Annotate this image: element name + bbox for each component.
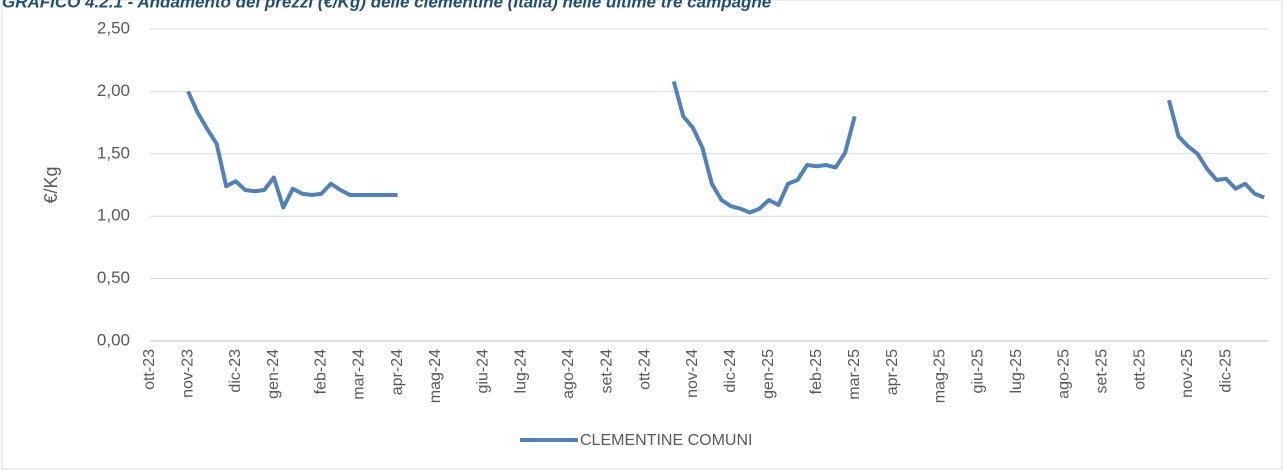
x-tick-label: lug-24 — [513, 349, 530, 394]
chart-title: GRAFICO 4.2.1 - Andamento dei prezzi (€/… — [2, 0, 771, 11]
x-tick-label: ott-25 — [1132, 349, 1149, 390]
x-tick-label: mag-25 — [932, 349, 949, 403]
x-tick-label: dic-25 — [1217, 349, 1234, 393]
y-tick-label: 1,50 — [97, 143, 130, 162]
y-axis-label: €/Kg — [41, 166, 61, 203]
line-series — [1167, 99, 1265, 200]
x-tick-label: ago-25 — [1055, 349, 1072, 399]
x-tick-label: feb-24 — [313, 349, 330, 394]
x-tick-label: dic-24 — [722, 349, 739, 393]
x-tick-label: mar-24 — [351, 349, 368, 400]
x-tick-label: feb-25 — [808, 349, 825, 394]
x-tick-label: set-24 — [598, 349, 615, 394]
x-tick-label: giu-24 — [475, 349, 492, 394]
x-tick-label: ott-24 — [636, 349, 653, 390]
x-tick-label: apr-25 — [884, 349, 901, 395]
line-series — [186, 90, 398, 210]
x-tick-label: nov-23 — [179, 349, 196, 398]
x-tick-label: dic-23 — [227, 349, 244, 393]
x-tick-label: lug-25 — [1008, 349, 1025, 394]
y-tick-label: 0,50 — [97, 268, 130, 287]
x-tick-label: apr-24 — [389, 349, 406, 395]
x-tick-label: giu-25 — [970, 349, 987, 394]
x-tick-label: nov-24 — [684, 349, 701, 398]
y-tick-label: 2,50 — [97, 18, 130, 37]
line-series — [671, 80, 857, 215]
y-tick-label: 0,00 — [97, 330, 130, 349]
y-tick-label: 1,00 — [97, 206, 130, 225]
x-tick-label: gen-24 — [265, 349, 282, 399]
x-tick-label: nov-25 — [1179, 349, 1196, 398]
x-tick-label: gen-25 — [760, 349, 777, 399]
x-tick-label: set-25 — [1094, 349, 1111, 394]
x-tick-label: mag-24 — [427, 349, 444, 403]
x-tick-label: mar-25 — [846, 349, 863, 400]
legend-label: CLEMENTINE COMUNI — [580, 432, 752, 449]
y-tick-label: 2,00 — [97, 81, 130, 100]
x-tick-label: ago-24 — [560, 349, 577, 399]
x-tick-label: ott-23 — [141, 349, 158, 390]
